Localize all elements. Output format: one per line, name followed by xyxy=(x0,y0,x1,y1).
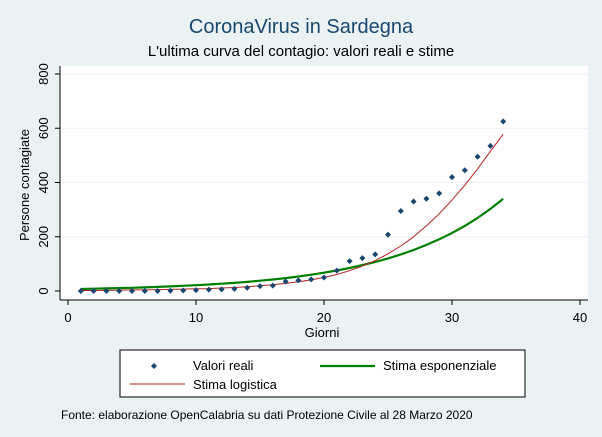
series-line-exponential xyxy=(80,198,504,291)
y-tick-label: 0 xyxy=(36,287,51,294)
legend-label: Valori reali xyxy=(193,358,254,373)
data-point xyxy=(449,174,455,181)
data-point xyxy=(218,286,225,293)
legend-marker-valori-reali xyxy=(151,363,157,369)
data-point xyxy=(295,277,302,284)
data-point xyxy=(461,167,468,174)
data-point xyxy=(205,286,212,293)
x-tick-label: 40 xyxy=(573,310,587,325)
data-point xyxy=(423,195,430,202)
data-point xyxy=(308,276,315,283)
data-point xyxy=(257,283,263,290)
data-point xyxy=(346,258,353,265)
data-point xyxy=(385,231,391,238)
x-tick-label: 10 xyxy=(189,310,203,325)
data-point xyxy=(77,288,84,294)
y-ticks: 0 200 400 600 800 xyxy=(36,63,60,295)
data-point xyxy=(193,287,199,294)
y-tick-label: 600 xyxy=(36,117,51,139)
data-point xyxy=(436,190,443,197)
data-point xyxy=(141,288,148,294)
y-tick-label: 800 xyxy=(36,63,51,85)
x-tick-label: 20 xyxy=(317,310,331,325)
data-point xyxy=(103,288,110,294)
legend-label: Stima esponenziale xyxy=(383,358,496,373)
y-tick-label: 400 xyxy=(36,172,51,194)
grid-lines xyxy=(60,73,588,238)
chart-title: CoronaVirus in Sardegna xyxy=(189,16,414,38)
data-point xyxy=(474,153,481,160)
data-point xyxy=(359,255,366,262)
data-point xyxy=(244,284,251,291)
data-point xyxy=(116,288,123,294)
legend-box xyxy=(119,349,526,398)
legend-label: Stima logistica xyxy=(193,377,278,392)
data-point xyxy=(410,198,417,205)
data-point xyxy=(269,282,276,289)
data-point xyxy=(129,288,135,294)
data-point xyxy=(500,118,507,125)
y-tick-label: 200 xyxy=(36,226,51,248)
data-point xyxy=(167,287,174,294)
data-point xyxy=(397,207,404,214)
data-point xyxy=(282,278,289,285)
chart-subtitle: L'ultima curva del contagio: valori real… xyxy=(148,43,454,60)
x-tick-label: 30 xyxy=(445,310,459,325)
legend: Valori reali Stima esponenziale Stima logi… xyxy=(119,349,526,398)
x-axis-title: Giorni xyxy=(305,325,340,340)
data-point xyxy=(231,285,238,292)
series-line-logistic xyxy=(80,133,504,291)
series-layer xyxy=(77,118,507,294)
x-ticks: 0 10 20 30 40 xyxy=(64,300,587,325)
y-axis-title: Persone contagiate xyxy=(17,129,32,241)
data-point xyxy=(180,287,187,294)
data-point xyxy=(372,251,379,258)
data-point xyxy=(487,142,494,149)
data-point xyxy=(333,267,340,274)
legend-entries: Valori reali Stima esponenziale Stima logi… xyxy=(130,358,496,392)
data-point xyxy=(321,274,327,281)
data-point xyxy=(154,288,161,294)
source-note: Fonte: elaborazione OpenCalabria su dati… xyxy=(61,408,473,422)
x-tick-label: 0 xyxy=(64,310,71,325)
data-point xyxy=(90,288,97,294)
